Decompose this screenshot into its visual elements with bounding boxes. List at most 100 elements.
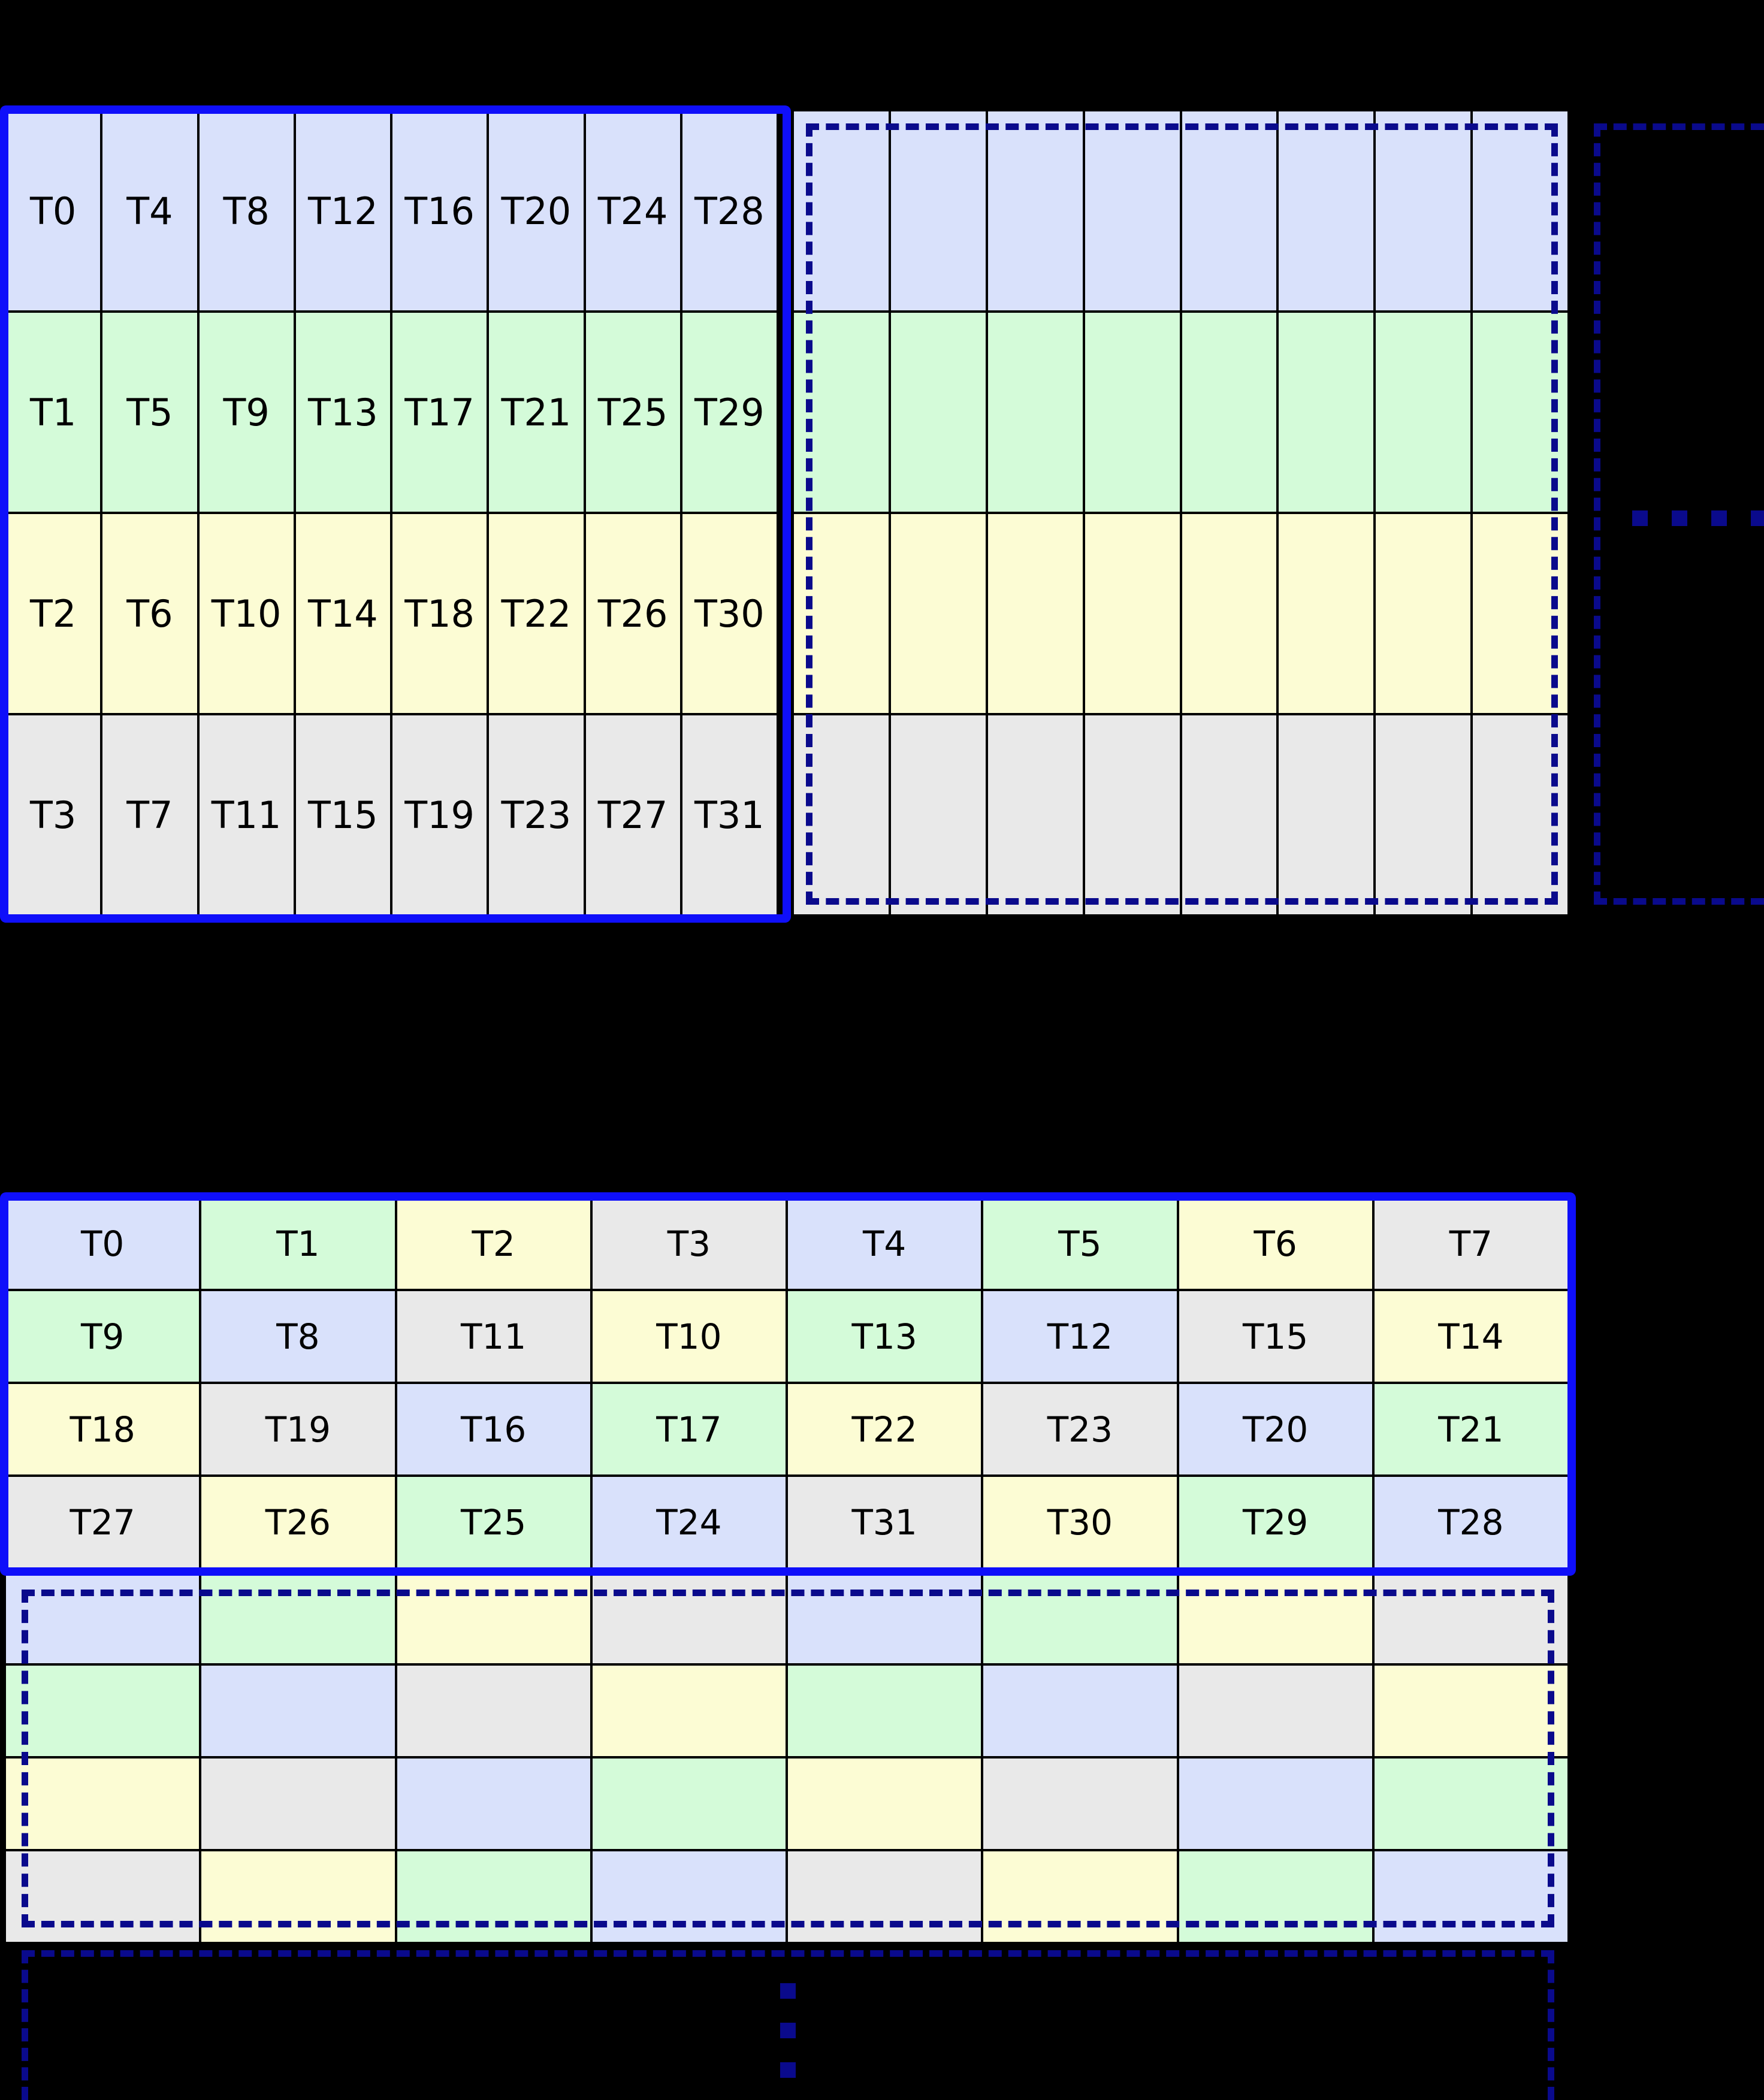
thread-cell-blank bbox=[788, 1666, 984, 1758]
grid-row: T0 T4 T8 T12 T16 T20 T24 T28 bbox=[6, 111, 779, 313]
thread-cell-t17: T17 bbox=[592, 1384, 788, 1477]
thread-cell-blank bbox=[201, 1851, 397, 1944]
thread-cell-t13: T13 bbox=[788, 1291, 984, 1384]
thread-cell-blank bbox=[983, 1758, 1179, 1851]
thread-cell-t10: T10 bbox=[592, 1291, 788, 1384]
thread-cell-blank bbox=[890, 111, 988, 313]
thread-cell-blank bbox=[1085, 111, 1182, 313]
thread-cell-blank bbox=[201, 1573, 397, 1666]
thread-cell-t9: T9 bbox=[6, 1291, 202, 1384]
thread-cell-blank bbox=[890, 514, 988, 715]
thread-cell-t17: T17 bbox=[392, 313, 490, 514]
thread-cell-blank bbox=[1374, 1573, 1570, 1666]
thread-cell-t5: T5 bbox=[983, 1198, 1179, 1291]
thread-cell-blank bbox=[1085, 514, 1182, 715]
thread-cell-t26: T26 bbox=[201, 1477, 397, 1570]
thread-cell-t30: T30 bbox=[682, 514, 779, 715]
grid-row bbox=[794, 313, 1570, 514]
grid-row: T3 T7 T11 T15 T19 T23 T27 T31 bbox=[6, 715, 779, 917]
thread-cell-blank bbox=[1473, 313, 1570, 514]
thread-cell-blank bbox=[1376, 715, 1473, 917]
grid-row: T1 T5 T9 T13 T17 T21 T25 T29 bbox=[6, 313, 779, 514]
thread-cell-t26: T26 bbox=[585, 514, 682, 715]
thread-cell-t6: T6 bbox=[1179, 1198, 1375, 1291]
thread-cell-blank bbox=[794, 111, 891, 313]
thread-cell-t11: T11 bbox=[199, 715, 296, 917]
grid-row bbox=[794, 514, 1570, 715]
thread-cell-t5: T5 bbox=[102, 313, 200, 514]
thread-cell-t25: T25 bbox=[397, 1477, 593, 1570]
thread-cell-blank bbox=[1182, 514, 1279, 715]
thread-cell-t23: T23 bbox=[983, 1384, 1179, 1477]
thread-cell-t0: T0 bbox=[6, 111, 103, 313]
thread-cell-t2: T2 bbox=[6, 514, 103, 715]
grid-row bbox=[794, 111, 1570, 313]
thread-cell-blank bbox=[201, 1758, 397, 1851]
thread-cell-t21: T21 bbox=[489, 313, 586, 514]
thread-cell-blank bbox=[592, 1851, 788, 1944]
thread-cell-blank bbox=[794, 514, 891, 715]
thread-cell-blank bbox=[987, 514, 1085, 715]
thread-cell-t3: T3 bbox=[592, 1198, 788, 1291]
thread-cell-t22: T22 bbox=[489, 514, 586, 715]
grid-row: T0 T1 T2 T3 T4 T5 T6 T7 bbox=[6, 1198, 1570, 1291]
thread-cell-blank bbox=[1179, 1758, 1375, 1851]
thread-cell-t27: T27 bbox=[6, 1477, 202, 1570]
thread-cell-t16: T16 bbox=[392, 111, 490, 313]
bottom-labelled-grid: T0 T1 T2 T3 T4 T5 T6 T7 T9 T8 T11 T10 T13 T12 T15 T14 T1… bbox=[6, 1198, 1570, 1570]
thread-cell-t4: T4 bbox=[788, 1198, 984, 1291]
thread-cell-t10: T10 bbox=[199, 514, 296, 715]
thread-cell-t18: T18 bbox=[6, 1384, 202, 1477]
thread-cell-blank bbox=[6, 1666, 202, 1758]
thread-cell-blank bbox=[1473, 111, 1570, 313]
grid-row bbox=[794, 715, 1570, 917]
grid-row bbox=[6, 1851, 1570, 1944]
thread-cell-t31: T31 bbox=[788, 1477, 984, 1570]
thread-cell-blank bbox=[201, 1666, 397, 1758]
thread-cell-t28: T28 bbox=[682, 111, 779, 313]
thread-cell-t1: T1 bbox=[6, 313, 103, 514]
thread-cell-blank bbox=[1085, 313, 1182, 514]
thread-cell-t24: T24 bbox=[585, 111, 682, 313]
thread-cell-t28: T28 bbox=[1374, 1477, 1570, 1570]
thread-cell-t20: T20 bbox=[489, 111, 586, 313]
thread-cell-t16: T16 bbox=[397, 1384, 593, 1477]
thread-cell-blank bbox=[1279, 313, 1376, 514]
thread-cell-blank bbox=[397, 1666, 593, 1758]
thread-cell-blank bbox=[1182, 715, 1279, 917]
top-horizontal-ellipsis bbox=[1632, 510, 1764, 526]
thread-cell-blank bbox=[1182, 313, 1279, 514]
grid-row: T9 T8 T11 T10 T13 T12 T15 T14 bbox=[6, 1291, 1570, 1384]
thread-cell-blank bbox=[1179, 1573, 1375, 1666]
thread-cell-blank bbox=[397, 1851, 593, 1944]
grid-row: T18 T19 T16 T17 T22 T23 T20 T21 bbox=[6, 1384, 1570, 1477]
thread-cell-t30: T30 bbox=[983, 1477, 1179, 1570]
thread-cell-blank bbox=[1279, 514, 1376, 715]
thread-cell-t14: T14 bbox=[295, 514, 392, 715]
thread-cell-blank bbox=[1376, 514, 1473, 715]
thread-cell-blank bbox=[1179, 1666, 1375, 1758]
thread-cell-blank bbox=[788, 1851, 984, 1944]
thread-cell-blank bbox=[890, 715, 988, 917]
thread-cell-blank bbox=[1179, 1851, 1375, 1944]
thread-cell-blank bbox=[397, 1573, 593, 1666]
thread-cell-t23: T23 bbox=[489, 715, 586, 917]
top-labelled-grid: T0 T4 T8 T12 T16 T20 T24 T28 T1 T5 T9 T13 T17 T21 T25 T… bbox=[6, 111, 779, 917]
thread-cell-blank bbox=[1279, 111, 1376, 313]
thread-cell-blank bbox=[592, 1666, 788, 1758]
thread-cell-blank bbox=[987, 313, 1085, 514]
thread-cell-blank bbox=[6, 1851, 202, 1944]
thread-cell-t14: T14 bbox=[1374, 1291, 1570, 1384]
thread-cell-t9: T9 bbox=[199, 313, 296, 514]
thread-cell-blank bbox=[592, 1573, 788, 1666]
thread-cell-blank bbox=[987, 715, 1085, 917]
grid-row: T27 T26 T25 T24 T31 T30 T29 T28 bbox=[6, 1477, 1570, 1570]
thread-cell-t8: T8 bbox=[201, 1291, 397, 1384]
thread-cell-blank bbox=[1182, 111, 1279, 313]
thread-cell-t27: T27 bbox=[585, 715, 682, 917]
thread-cell-blank bbox=[983, 1573, 1179, 1666]
thread-cell-t11: T11 bbox=[397, 1291, 593, 1384]
thread-cell-blank bbox=[983, 1851, 1179, 1944]
thread-cell-t15: T15 bbox=[1179, 1291, 1375, 1384]
thread-cell-blank bbox=[1376, 111, 1473, 313]
